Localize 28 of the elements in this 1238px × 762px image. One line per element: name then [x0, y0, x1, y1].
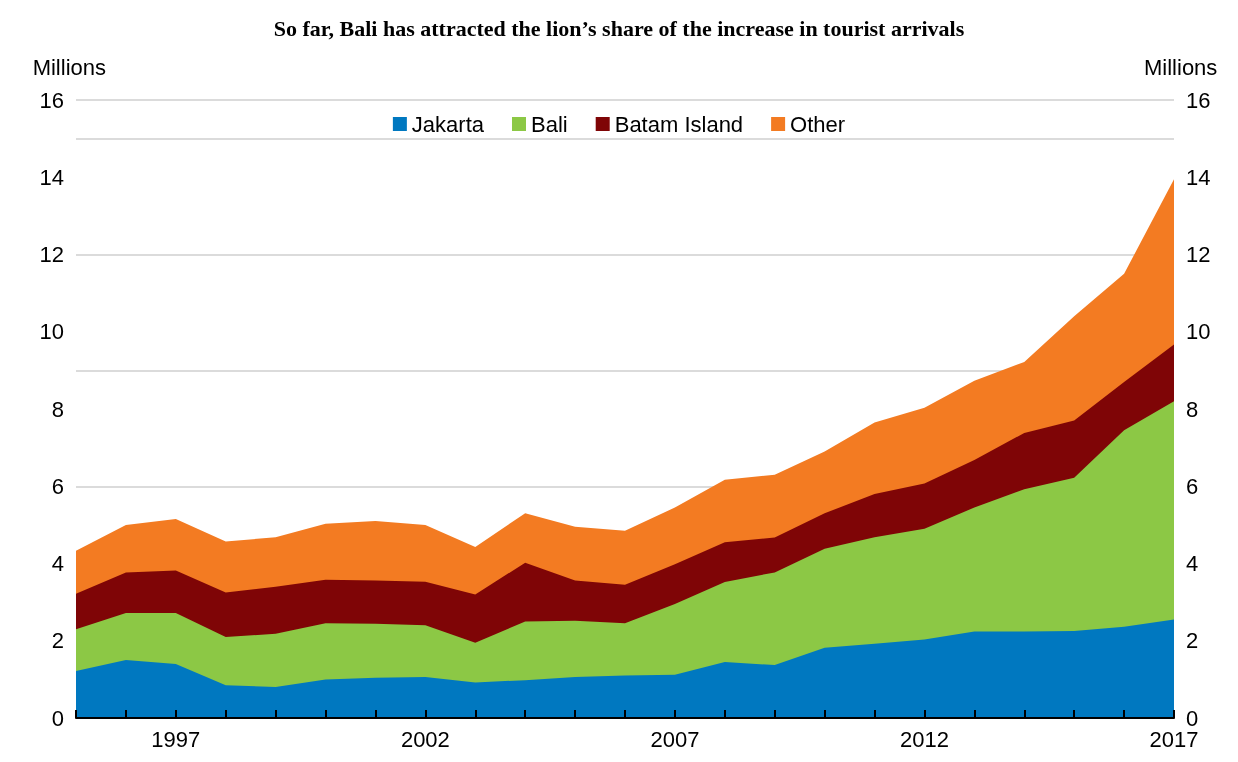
x-tick-label: 2007 — [650, 726, 700, 752]
y2-tick-label: 4 — [1186, 551, 1199, 576]
y2-tick-label: 10 — [1186, 319, 1211, 345]
y-tick-label: 12 — [39, 242, 64, 267]
y-tick-label: 16 — [39, 87, 64, 113]
y-tick-label: 8 — [51, 396, 64, 422]
y-tick-label: 10 — [39, 319, 64, 345]
y-tick-label: 6 — [51, 473, 64, 499]
y2-tick-label: 2 — [1186, 628, 1199, 654]
x-tick-label: 1997 — [151, 726, 201, 752]
legend-label: Batam Island — [614, 111, 744, 137]
y-axis-title: Millions — [32, 54, 106, 80]
y-tick-label: 0 — [51, 705, 64, 731]
chart-title: So far, Bali has attracted the lion’s share of the increase in tourist arrivals — [273, 15, 965, 41]
y-tick-label: 4 — [51, 551, 64, 576]
x-tick-label: 2012 — [899, 726, 949, 752]
y-tick-label: 14 — [39, 164, 64, 190]
y2-tick-label: 14 — [1186, 164, 1211, 190]
y2-tick-label: 12 — [1186, 242, 1211, 267]
legend-label: Bali — [531, 111, 568, 137]
legend-label: Jakarta — [411, 111, 485, 137]
y-tick-label: 2 — [51, 628, 64, 654]
y2-tick-label: 6 — [1186, 473, 1199, 499]
y2-tick-label: 16 — [1186, 87, 1211, 113]
y2-tick-label: 8 — [1186, 396, 1199, 422]
x-tick-label: 2002 — [400, 726, 450, 752]
y2-axis-title: Millions — [1144, 54, 1218, 80]
legend-label: Other — [790, 111, 846, 137]
